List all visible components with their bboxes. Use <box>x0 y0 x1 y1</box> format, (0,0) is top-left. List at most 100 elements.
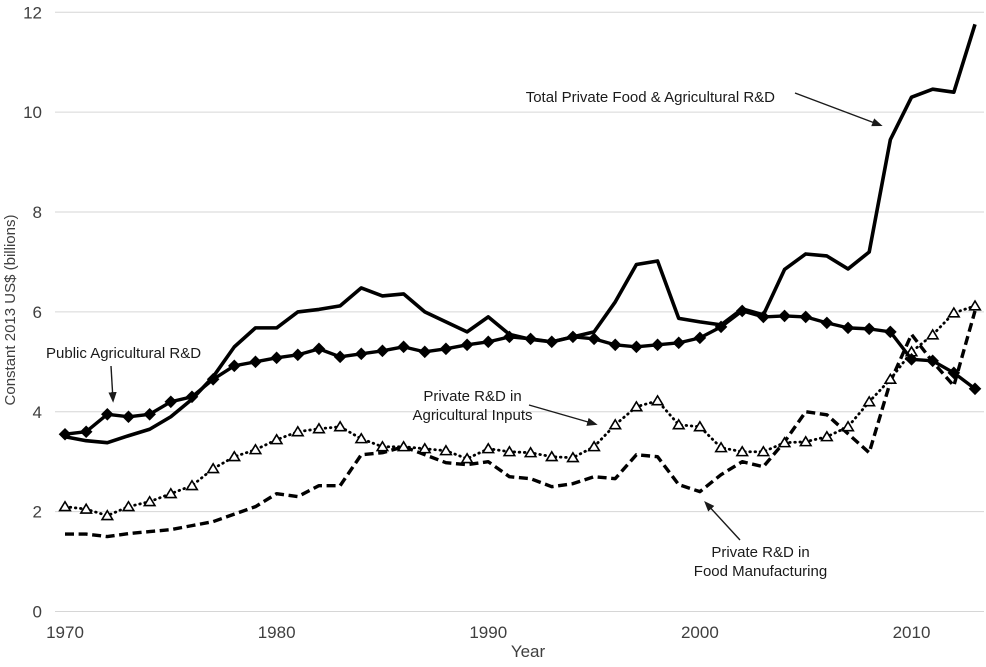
diamond-marker <box>566 330 580 344</box>
y-tick-label-12: 12 <box>23 3 42 22</box>
diamond-marker <box>714 320 728 334</box>
y-tick-label-6: 6 <box>33 303 42 322</box>
annotation-ag-inputs-line2: Agricultural Inputs <box>412 407 533 424</box>
open-triangle-marker <box>227 450 242 462</box>
diamond-marker <box>947 366 961 380</box>
annotation-public-ag-rd: Public Agricultural R&D <box>46 344 201 363</box>
open-triangle-marker <box>523 446 538 458</box>
open-triangle-marker <box>566 451 580 463</box>
diamond-marker <box>503 330 516 344</box>
open-triangle-marker <box>883 372 898 385</box>
annotation-ag-inputs: Private R&D in Agricultural Inputs <box>395 387 550 425</box>
y-tick-label-0: 0 <box>33 603 42 622</box>
open-triangle-marker <box>777 436 792 448</box>
diamond-marker <box>799 310 813 324</box>
diamond-marker <box>587 332 601 346</box>
y-tick-label-10: 10 <box>23 103 42 122</box>
x-tick-label-2000: 2000 <box>681 623 719 642</box>
open-triangle-marker <box>735 445 749 457</box>
arrow-ag-inputs <box>528 404 598 426</box>
open-triangle-marker <box>460 452 474 464</box>
open-triangle-marker <box>333 420 347 432</box>
diamond-marker <box>79 425 93 439</box>
diamond-marker <box>905 353 918 366</box>
annotation-ag-inputs-line1: Private R&D in <box>423 388 522 405</box>
x-tick-label-1990: 1990 <box>469 623 507 642</box>
y-axis-tick-labels: 0 2 4 6 8 10 12 <box>23 3 42 621</box>
open-triangle-marker <box>608 418 622 430</box>
annotation-public-ag-rd-text: Public Agricultural R&D <box>46 345 202 362</box>
open-triangle-marker <box>79 502 93 514</box>
y-axis-title: Constant 2013 US$ (billions) <box>2 214 19 406</box>
x-axis-title: Year <box>510 642 546 661</box>
diamond-marker <box>143 407 156 421</box>
diamond-marker <box>841 321 855 335</box>
open-triangle-marker <box>714 441 728 453</box>
open-triangle-marker <box>206 462 220 474</box>
diamond-marker <box>270 351 283 365</box>
open-triangle-marker <box>58 500 72 512</box>
diamond-marker <box>354 347 368 361</box>
open-triangle-marker <box>650 394 665 406</box>
diamond-marker <box>481 335 495 349</box>
open-triangle-marker <box>693 420 707 432</box>
open-triangle-marker <box>925 328 940 340</box>
diamond-marker <box>228 359 241 373</box>
diamond-marker <box>376 344 389 358</box>
diamond-marker <box>291 348 305 362</box>
diamond-marker <box>460 338 474 352</box>
x-tick-label-2010: 2010 <box>893 623 931 642</box>
arrow-food-mfg <box>704 500 741 541</box>
diamond-marker <box>926 354 939 368</box>
annotation-food-mfg-line2: Food Manufacturing <box>693 563 828 580</box>
open-triangle-marker <box>396 440 411 452</box>
open-triangle-marker <box>100 509 115 521</box>
annotation-arrows <box>108 92 883 541</box>
diamond-marker <box>820 316 834 330</box>
open-triangle-marker <box>439 444 453 456</box>
series-line <box>65 310 977 539</box>
open-triangle-marker <box>862 395 876 407</box>
diamond-marker <box>524 332 537 346</box>
annotation-total-private-text: Total Private Food & Agricultural R&D <box>525 89 775 106</box>
diamond-marker <box>545 335 559 349</box>
diamond-marker <box>630 340 643 354</box>
diamond-marker <box>397 340 410 354</box>
diamond-marker <box>608 338 622 352</box>
open-triangle-marker <box>481 442 495 454</box>
open-triangle-marker <box>587 440 601 452</box>
y-tick-label-4: 4 <box>33 403 42 422</box>
diamond-marker <box>439 342 453 356</box>
series-line <box>63 304 977 518</box>
diamond-marker <box>122 410 135 424</box>
y-tick-label-2: 2 <box>33 503 42 522</box>
gridlines <box>55 11 984 612</box>
open-triangle-marker <box>545 450 559 462</box>
diamond-marker <box>757 310 770 324</box>
open-triangle-marker <box>629 400 644 412</box>
open-triangle-marker <box>291 425 305 437</box>
diamond-marker <box>778 309 791 323</box>
diamond-marker <box>968 382 982 396</box>
diamond-marker <box>862 322 876 336</box>
open-triangle-marker <box>798 435 813 447</box>
arrow-total-private <box>794 92 883 127</box>
diamond-marker <box>735 304 749 318</box>
diamond-marker <box>249 355 262 369</box>
diamond-marker <box>333 350 347 364</box>
annotation-food-mfg: Private R&D in Food Manufacturing <box>678 543 843 581</box>
y-tick-label-8: 8 <box>33 203 42 222</box>
open-triangle-marker <box>418 442 432 454</box>
arrow-public-ag-rd <box>108 365 117 403</box>
open-triangle-marker <box>354 432 368 444</box>
diamond-marker <box>185 390 199 404</box>
series-agricultural-inputs <box>63 304 977 518</box>
diamond-marker <box>651 338 664 352</box>
diamond-marker <box>101 407 114 421</box>
x-tick-label-1980: 1980 <box>258 623 296 642</box>
annotation-food-mfg-line1: Private R&D in <box>711 544 810 561</box>
open-triangle-marker <box>502 445 517 457</box>
diamond-marker <box>312 342 326 356</box>
